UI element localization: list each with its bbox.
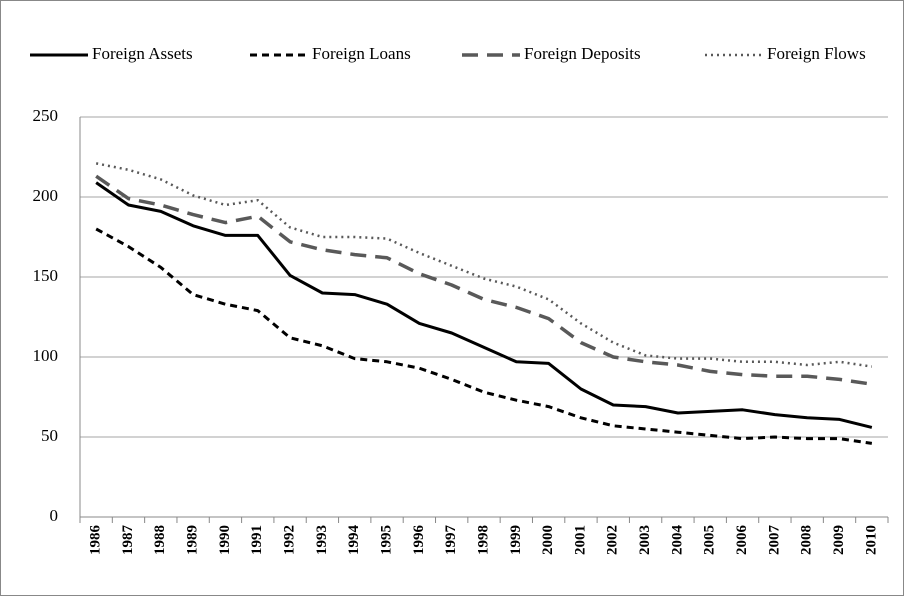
x-tick-label: 2008	[799, 525, 815, 555]
legend-label: Foreign Deposits	[524, 44, 641, 63]
x-tick-label: 2005	[702, 525, 718, 555]
x-tick-label: 1992	[282, 525, 298, 555]
x-tick-label: 1996	[411, 525, 427, 556]
x-tick-label: 1999	[508, 525, 524, 555]
x-tick-label: 1994	[346, 525, 362, 556]
x-tick-label: 2007	[766, 525, 782, 556]
x-tick-label: 1997	[443, 525, 459, 556]
x-tick-label: 2004	[669, 525, 685, 556]
series-line	[95, 181, 873, 429]
y-tick-label: 50	[41, 426, 58, 445]
y-tick-label: 250	[33, 106, 59, 125]
series-line	[95, 174, 873, 386]
legend-label: Foreign Assets	[92, 44, 193, 63]
x-tick-label: 1993	[314, 525, 330, 555]
x-tick-label: 1986	[88, 525, 104, 556]
x-tick-label: 1995	[378, 525, 394, 555]
x-tick-label: 2009	[831, 525, 847, 555]
x-tick-label: 1989	[185, 525, 201, 555]
x-tick-label: 2006	[734, 525, 750, 556]
x-tick-label: 2001	[572, 525, 588, 555]
legend-label: Foreign Flows	[767, 44, 866, 63]
x-tick-label: 1990	[217, 525, 233, 555]
x-tick-label: 1988	[152, 525, 168, 555]
x-tick-label: 1991	[249, 525, 265, 555]
x-tick-label: 1998	[475, 525, 491, 555]
series-line	[95, 162, 873, 368]
y-tick-label: 150	[33, 266, 59, 285]
y-tick-label: 200	[33, 186, 59, 205]
y-tick-label: 100	[33, 346, 59, 365]
x-tick-label: 2000	[540, 525, 556, 555]
y-tick-label: 0	[50, 506, 59, 525]
legend-label: Foreign Loans	[312, 44, 411, 63]
x-tick-label: 2010	[863, 525, 879, 555]
x-tick-label: 2002	[605, 525, 621, 555]
x-tick-label: 1987	[120, 525, 136, 556]
x-tick-label: 2003	[637, 525, 653, 555]
